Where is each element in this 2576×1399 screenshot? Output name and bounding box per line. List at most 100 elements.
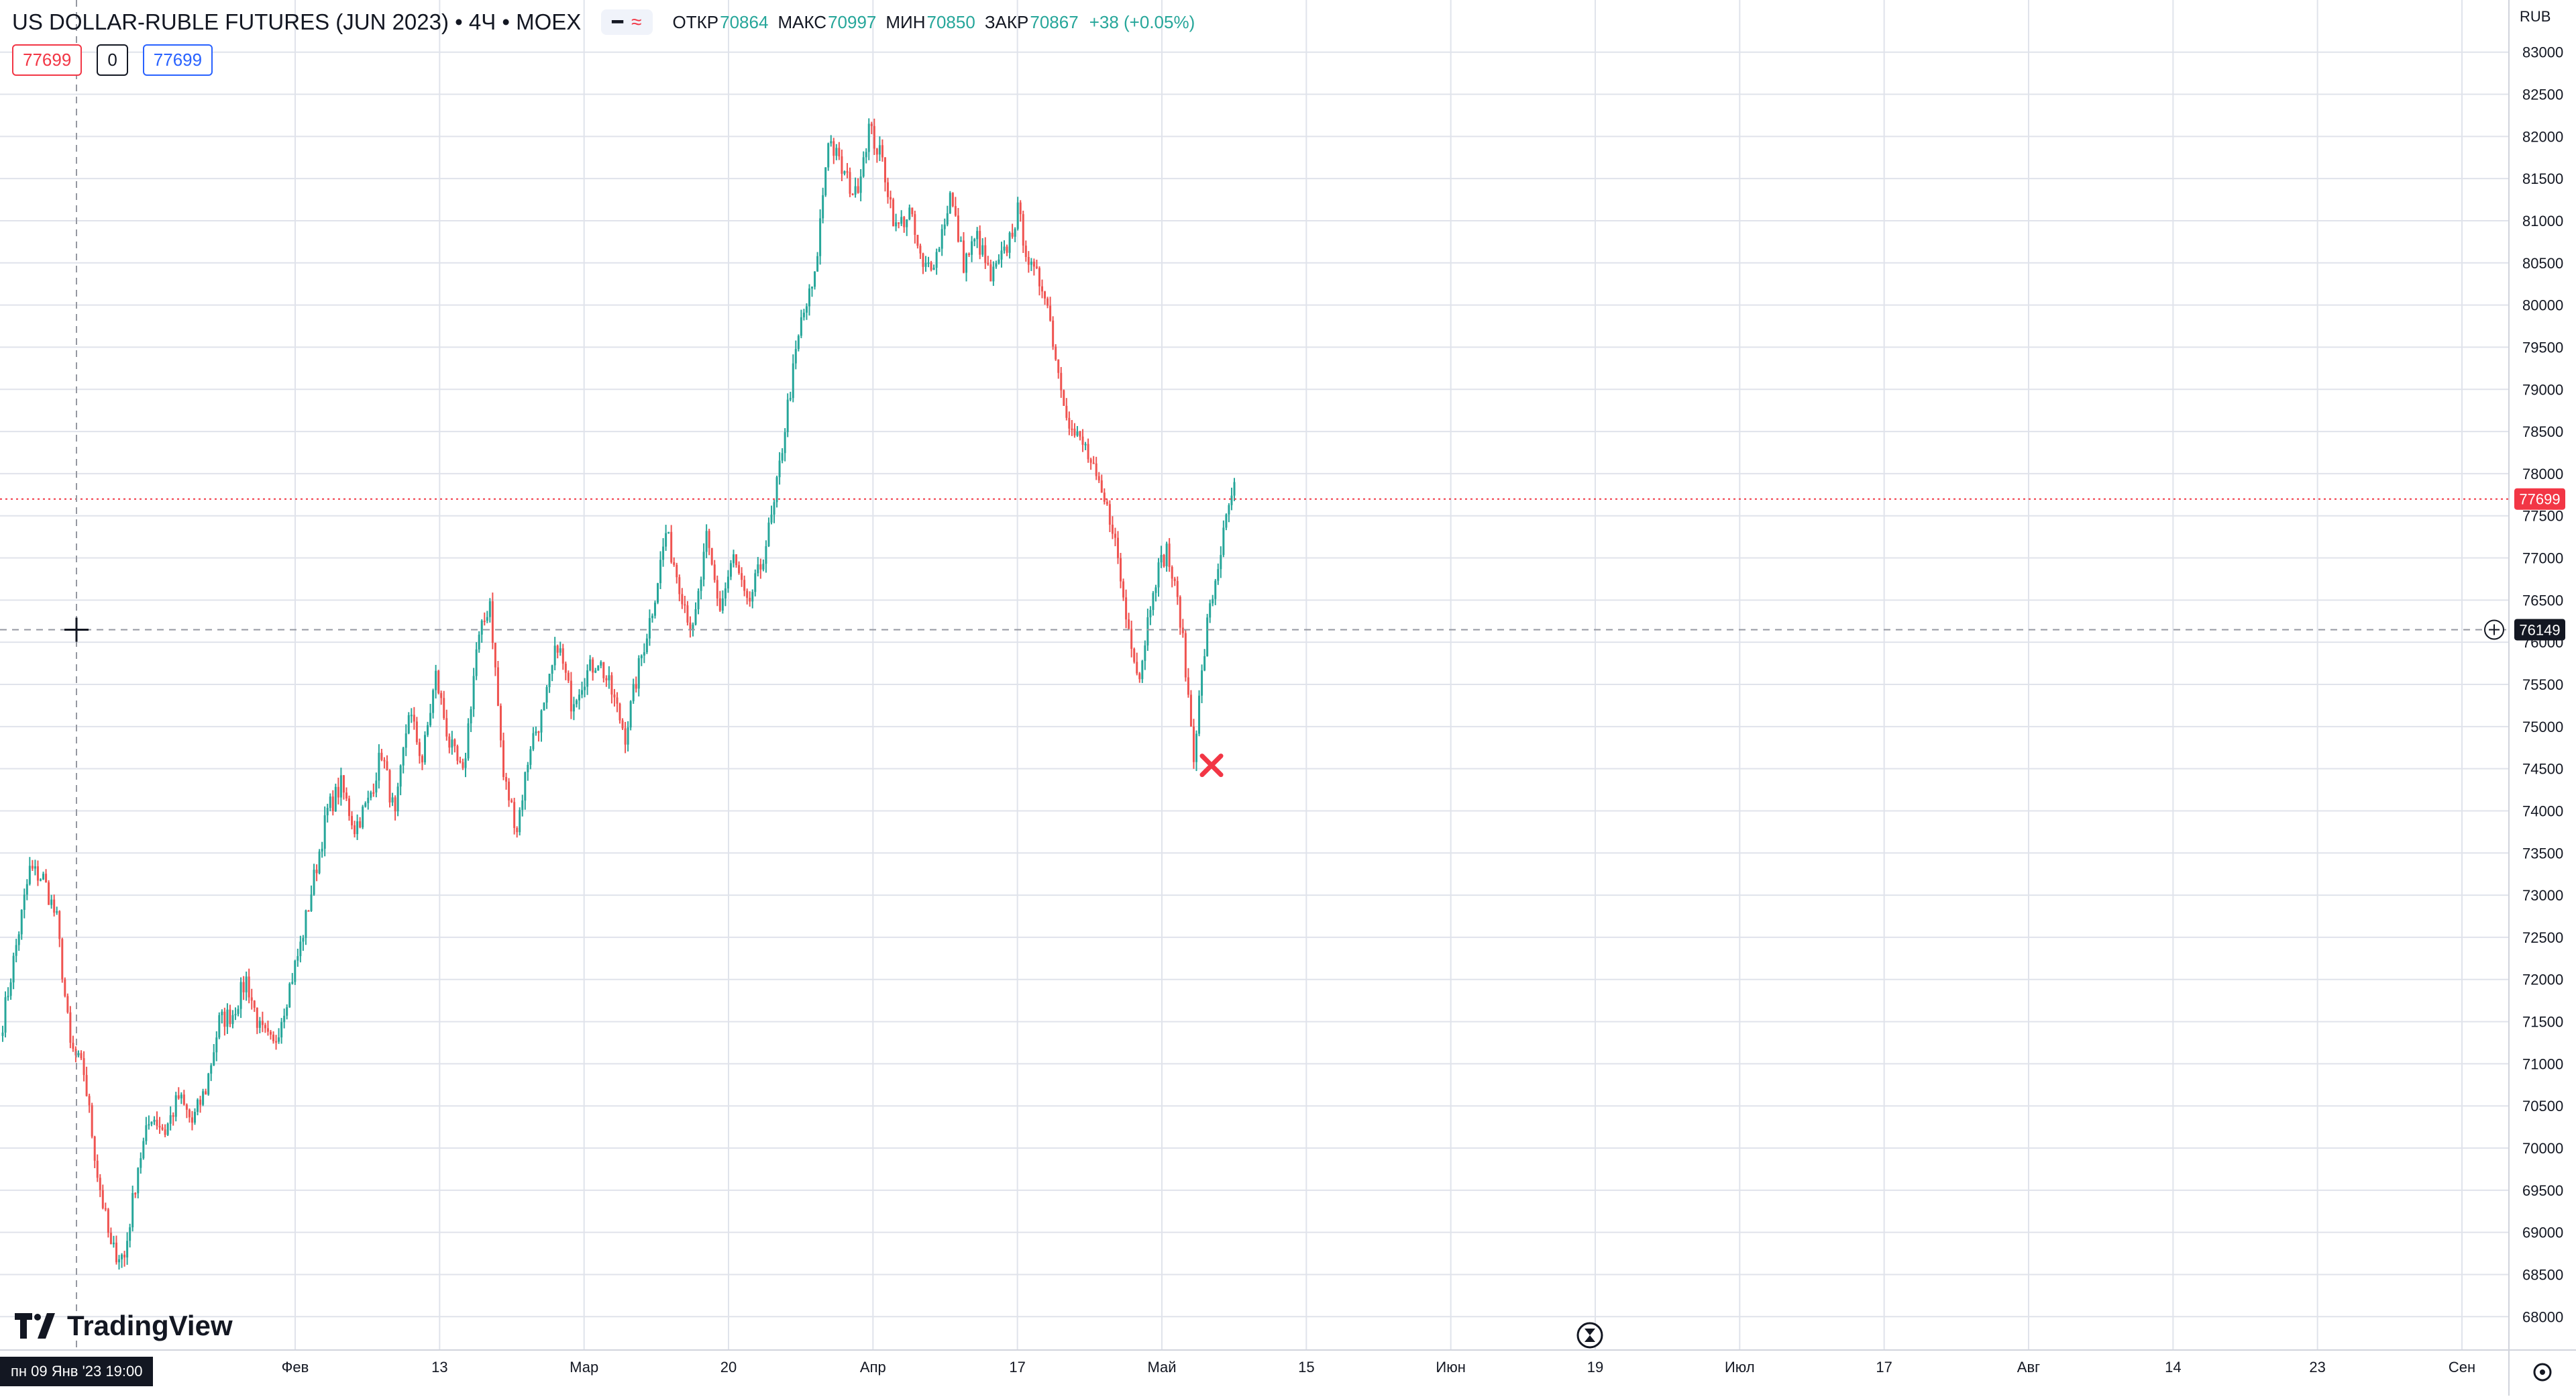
candle[interactable] (275, 1035, 278, 1050)
buy-button[interactable]: 77699 (142, 44, 213, 76)
candle[interactable] (835, 144, 838, 160)
candle[interactable] (676, 562, 678, 584)
candle[interactable] (367, 790, 370, 810)
candle[interactable] (911, 207, 914, 217)
candle[interactable] (1032, 258, 1035, 276)
candle[interactable] (253, 1000, 256, 1013)
candle[interactable] (781, 448, 784, 464)
candle[interactable] (797, 334, 800, 352)
candle[interactable] (819, 209, 822, 265)
candle[interactable] (805, 303, 808, 320)
candle[interactable] (150, 1121, 153, 1127)
candle[interactable] (718, 590, 721, 613)
candle[interactable] (727, 570, 729, 593)
candle[interactable] (898, 222, 900, 229)
candle[interactable] (689, 616, 692, 638)
candle[interactable] (239, 977, 242, 1019)
candle[interactable] (1, 1025, 4, 1042)
candle[interactable] (107, 1208, 109, 1238)
candle[interactable] (1092, 456, 1095, 464)
wave-icon[interactable]: ≈ (631, 11, 642, 32)
candle[interactable] (621, 718, 624, 731)
candle[interactable] (749, 591, 751, 607)
candle[interactable] (721, 590, 724, 614)
candle[interactable] (746, 588, 749, 605)
candle[interactable] (242, 976, 245, 1000)
candle[interactable] (965, 252, 968, 282)
candle[interactable] (1198, 690, 1201, 737)
candle[interactable] (472, 668, 475, 717)
candle[interactable] (486, 611, 488, 623)
candle[interactable] (995, 260, 998, 269)
candle[interactable] (153, 1116, 156, 1125)
candle[interactable] (1003, 240, 1006, 254)
candle[interactable] (1011, 223, 1014, 239)
candle[interactable] (586, 664, 589, 695)
symbol-title[interactable]: US DOLLAR-RUBLE FUTURES (JUN 2023) • 4Ч … (12, 9, 582, 34)
candle[interactable] (959, 236, 962, 242)
candle[interactable] (480, 619, 483, 643)
candle[interactable] (513, 798, 516, 835)
candle[interactable] (156, 1111, 158, 1130)
candle[interactable] (266, 1021, 269, 1036)
candle[interactable] (7, 987, 9, 1001)
candle[interactable] (42, 872, 45, 880)
candle[interactable] (1155, 584, 1157, 602)
candle[interactable] (789, 391, 792, 402)
candle[interactable] (1046, 297, 1049, 309)
candle[interactable] (710, 548, 713, 566)
candle[interactable] (323, 806, 326, 857)
candle[interactable] (445, 709, 448, 741)
candle[interactable] (142, 1137, 145, 1160)
candle[interactable] (962, 231, 965, 274)
candle[interactable] (331, 790, 334, 816)
candle[interactable] (873, 118, 875, 155)
candle[interactable] (673, 557, 676, 567)
candle[interactable] (256, 1007, 258, 1035)
candle[interactable] (984, 237, 987, 269)
candle[interactable] (499, 703, 502, 747)
candle[interactable] (619, 703, 621, 724)
candle[interactable] (348, 795, 351, 821)
candle[interactable] (180, 1092, 182, 1104)
candle[interactable] (1038, 266, 1040, 296)
candle[interactable] (1081, 429, 1084, 452)
candle[interactable] (1073, 423, 1076, 438)
candle[interactable] (74, 1046, 77, 1063)
candle[interactable] (735, 554, 738, 568)
candle[interactable] (862, 151, 865, 178)
candle[interactable] (99, 1174, 101, 1198)
candle[interactable] (1116, 531, 1119, 564)
candle[interactable] (104, 1202, 107, 1212)
candle[interactable] (648, 609, 651, 646)
candle[interactable] (716, 575, 718, 607)
candle[interactable] (724, 582, 727, 607)
candle[interactable] (943, 218, 946, 236)
candle[interactable] (207, 1072, 210, 1096)
candle[interactable] (827, 142, 830, 171)
candle[interactable] (443, 690, 445, 720)
candle[interactable] (1089, 458, 1092, 470)
candle[interactable] (496, 661, 499, 707)
candle[interactable] (25, 879, 28, 900)
candle[interactable] (83, 1051, 85, 1082)
candle[interactable] (824, 167, 827, 197)
candle[interactable] (838, 142, 841, 160)
candle[interactable] (951, 192, 954, 207)
candle[interactable] (45, 869, 48, 883)
candle[interactable] (64, 977, 66, 998)
candle[interactable] (1041, 279, 1044, 299)
candle[interactable] (462, 758, 464, 770)
candle[interactable] (567, 670, 570, 684)
candle[interactable] (48, 880, 50, 905)
candle[interactable] (508, 778, 511, 807)
candle[interactable] (537, 731, 540, 742)
candle[interactable] (1000, 242, 1003, 268)
candle[interactable] (1065, 398, 1068, 421)
candle[interactable] (126, 1232, 129, 1265)
candle[interactable] (166, 1122, 169, 1137)
candle[interactable] (1203, 649, 1206, 672)
candle[interactable] (326, 803, 329, 823)
candle[interactable] (9, 978, 12, 1000)
